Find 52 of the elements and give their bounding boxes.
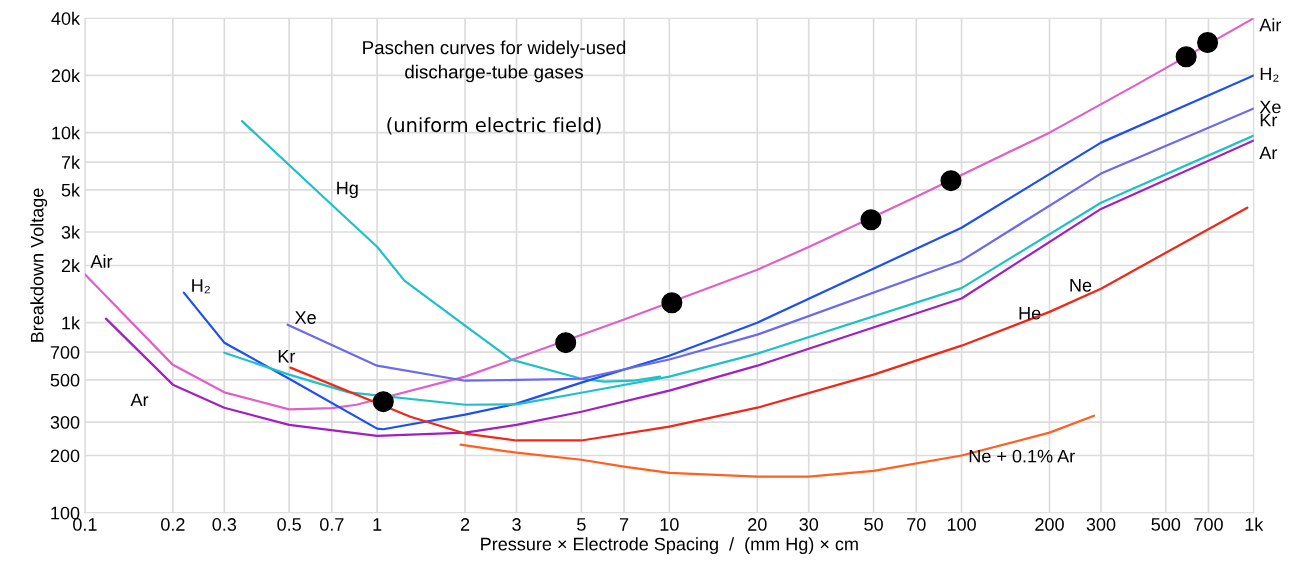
x-tick-label: 0.3	[212, 518, 237, 531]
text: Xe	[1259, 100, 1281, 114]
series-label: Ar	[1259, 146, 1278, 160]
y-tick-label: 700	[50, 346, 80, 359]
x-tick-label: 5	[577, 518, 586, 531]
text: Paschen curves for widely-used discharge-tube gases	[363, 40, 626, 83]
x-tick-label: 0.1	[73, 518, 97, 531]
y-tick-label: 3k	[61, 225, 81, 239]
annotation: He	[1019, 306, 1041, 320]
x-tick-label: 7	[619, 518, 629, 531]
y-tick-label: 20k	[51, 68, 81, 83]
y-tick-label: 5k	[61, 183, 81, 197]
x-tick-label: 1	[373, 518, 382, 531]
x-tick-label: 50	[864, 518, 883, 531]
x-tick-label: 200	[1035, 518, 1064, 531]
x-tick-label: 10	[660, 518, 679, 531]
series-label: Ne	[1070, 279, 1092, 292]
x-tick-label: 0.5	[277, 518, 301, 531]
x-tick-label: 0.2	[161, 518, 185, 531]
x-tick-label: 20	[748, 518, 767, 531]
y-tick-label: 100	[51, 506, 80, 520]
series-label: Ne + 0.1% Ar	[969, 449, 1075, 463]
x-tick-label: 2	[460, 518, 470, 531]
text: (uniform electric field)	[387, 117, 601, 135]
y-axis-title: Breakdown Voltage	[30, 188, 48, 342]
text: Kr	[1260, 113, 1278, 127]
y-tick-label: 200	[50, 449, 80, 463]
series-label: Kr	[278, 350, 296, 363]
y-tick-label: 40k	[51, 11, 81, 25]
y-tick-label: 300	[50, 416, 80, 429]
y-tick-label: 2k	[61, 258, 81, 273]
y-tick-label: 7k	[61, 155, 81, 169]
series-label: Xe	[294, 311, 316, 324]
x-tick-label: 1k	[1245, 517, 1264, 531]
x-axis-title: Pressure × Electrode Spacing / (mm Hg) × cm	[481, 537, 858, 555]
x-tick-label: 500	[1151, 518, 1181, 531]
series-label: H₂	[192, 279, 210, 294]
x-tick-label: 30	[799, 518, 819, 531]
series-label: Air	[1259, 18, 1282, 32]
series-label: Hg	[337, 181, 358, 198]
x-tick-label: 3	[512, 518, 521, 531]
x-tick-label: 0.7	[320, 518, 344, 531]
text: Air	[90, 254, 113, 268]
y-tick-label: 10k	[52, 126, 81, 140]
x-tick-label: 70	[907, 518, 926, 531]
y-tick-label: 1k	[62, 316, 81, 330]
x-tick-label: 700	[1194, 518, 1223, 531]
y-tick-label: 500	[50, 373, 80, 387]
text: Ar	[130, 393, 149, 407]
x-tick-label: 100	[947, 518, 976, 531]
text: H₂	[1260, 67, 1279, 82]
x-tick-label: 300	[1086, 518, 1116, 531]
